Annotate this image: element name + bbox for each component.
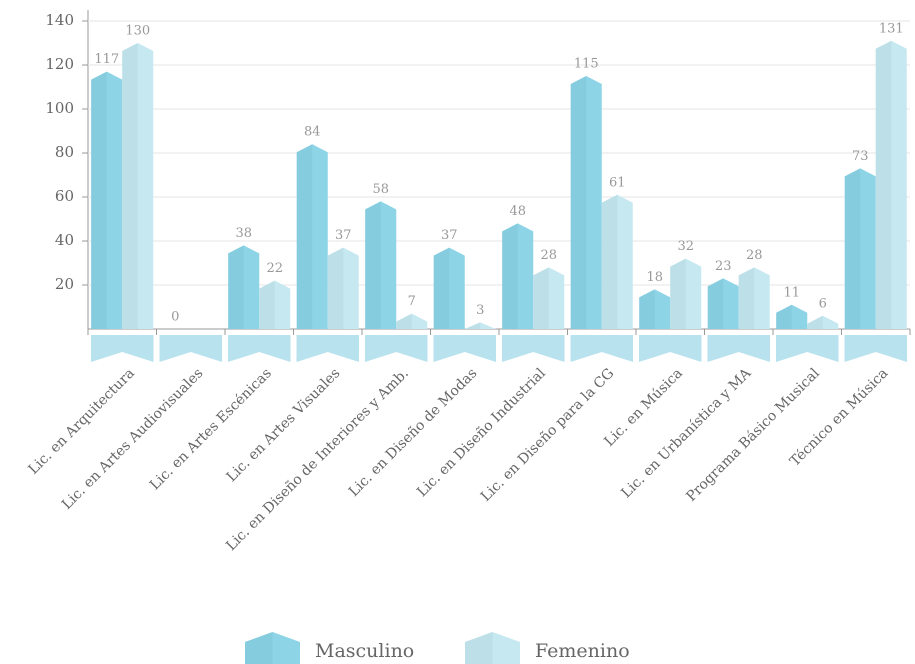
y-tick-label: 80 xyxy=(55,143,74,161)
data-label: 7 xyxy=(408,294,416,309)
bar-shade xyxy=(502,223,518,329)
category-ribbon xyxy=(159,335,222,362)
category-ribbon xyxy=(844,335,907,362)
legend-swatch-shade xyxy=(245,632,273,664)
data-label: 58 xyxy=(372,182,389,197)
bar-shade xyxy=(396,313,412,329)
bar-shade xyxy=(91,71,107,329)
category-ribbon xyxy=(91,335,154,362)
data-label: 130 xyxy=(125,24,150,39)
bar-shade xyxy=(738,267,755,329)
bar-shade xyxy=(464,322,481,329)
category-ribbon xyxy=(365,335,428,362)
y-tick-label: 40 xyxy=(55,231,74,249)
category-ribbon xyxy=(570,335,633,362)
x-tick-label: Lic. en Artes Visuales xyxy=(224,365,344,485)
bar-shade xyxy=(365,201,381,329)
data-label: 11 xyxy=(783,285,800,300)
bar-shade xyxy=(807,315,823,329)
bar-shade xyxy=(228,245,244,329)
category-ribbon xyxy=(707,335,770,362)
bar-shade xyxy=(327,247,344,329)
bar-shade xyxy=(533,267,549,329)
x-tick-label: Lic. en Artes Escénicas xyxy=(147,365,275,493)
data-label: 37 xyxy=(441,228,458,243)
data-label: 61 xyxy=(609,175,626,190)
bar-shade xyxy=(844,168,861,329)
x-tick-label: Lic. en Diseño Industrial xyxy=(414,365,549,500)
bar-shade xyxy=(433,247,450,329)
bar-shade xyxy=(570,76,587,329)
category-ribbon xyxy=(639,335,702,362)
data-label: 0 xyxy=(171,310,179,325)
data-label: 84 xyxy=(304,125,321,140)
legend-label: Femenino xyxy=(535,640,630,662)
data-label: 115 xyxy=(574,57,599,72)
x-tick-label: Lic. en Artes Audiovisuales xyxy=(59,365,206,512)
bar-shade xyxy=(122,43,138,329)
y-tick-label: 60 xyxy=(55,187,74,205)
legend-swatch-shade xyxy=(465,632,493,664)
data-label: 22 xyxy=(266,261,283,276)
x-tick-label: Lic. en Diseño para la CG xyxy=(478,365,618,505)
data-label: 37 xyxy=(335,228,352,243)
bar-shade xyxy=(707,278,724,329)
bar-shade xyxy=(296,144,313,329)
bar-shade xyxy=(670,258,686,329)
bar-shade xyxy=(259,280,275,329)
legend-label: Masculino xyxy=(315,640,414,662)
data-label: 38 xyxy=(235,226,252,241)
bar-shade xyxy=(776,304,792,329)
bar-shade xyxy=(601,194,618,329)
category-ribbon xyxy=(296,335,359,362)
bar-shade xyxy=(639,289,655,329)
y-tick-label: 100 xyxy=(45,99,74,117)
data-label: 28 xyxy=(746,248,763,263)
data-label: 28 xyxy=(540,248,557,263)
bar-shade xyxy=(875,40,892,330)
data-label: 48 xyxy=(509,204,526,219)
x-tick-label: Lic. en Urbanística y MA xyxy=(618,365,755,502)
y-tick-label: 140 xyxy=(45,11,74,29)
category-ribbon xyxy=(502,335,565,362)
data-label: 23 xyxy=(715,259,732,274)
data-label: 73 xyxy=(852,149,869,164)
x-tick-label: Programa Básico Musical xyxy=(683,365,823,505)
data-label: 3 xyxy=(476,303,484,318)
data-label: 117 xyxy=(94,52,119,67)
data-label: 6 xyxy=(819,296,827,311)
category-ribbon xyxy=(433,335,496,362)
data-label: 131 xyxy=(879,21,904,36)
category-ribbon xyxy=(776,335,839,362)
data-label: 18 xyxy=(646,270,663,285)
x-tick-label: Lic. en Diseño de Modas xyxy=(346,365,481,500)
y-tick-label: 120 xyxy=(45,55,74,73)
category-ribbon xyxy=(228,335,291,362)
data-label: 32 xyxy=(677,239,694,254)
y-tick-label: 20 xyxy=(55,275,74,293)
